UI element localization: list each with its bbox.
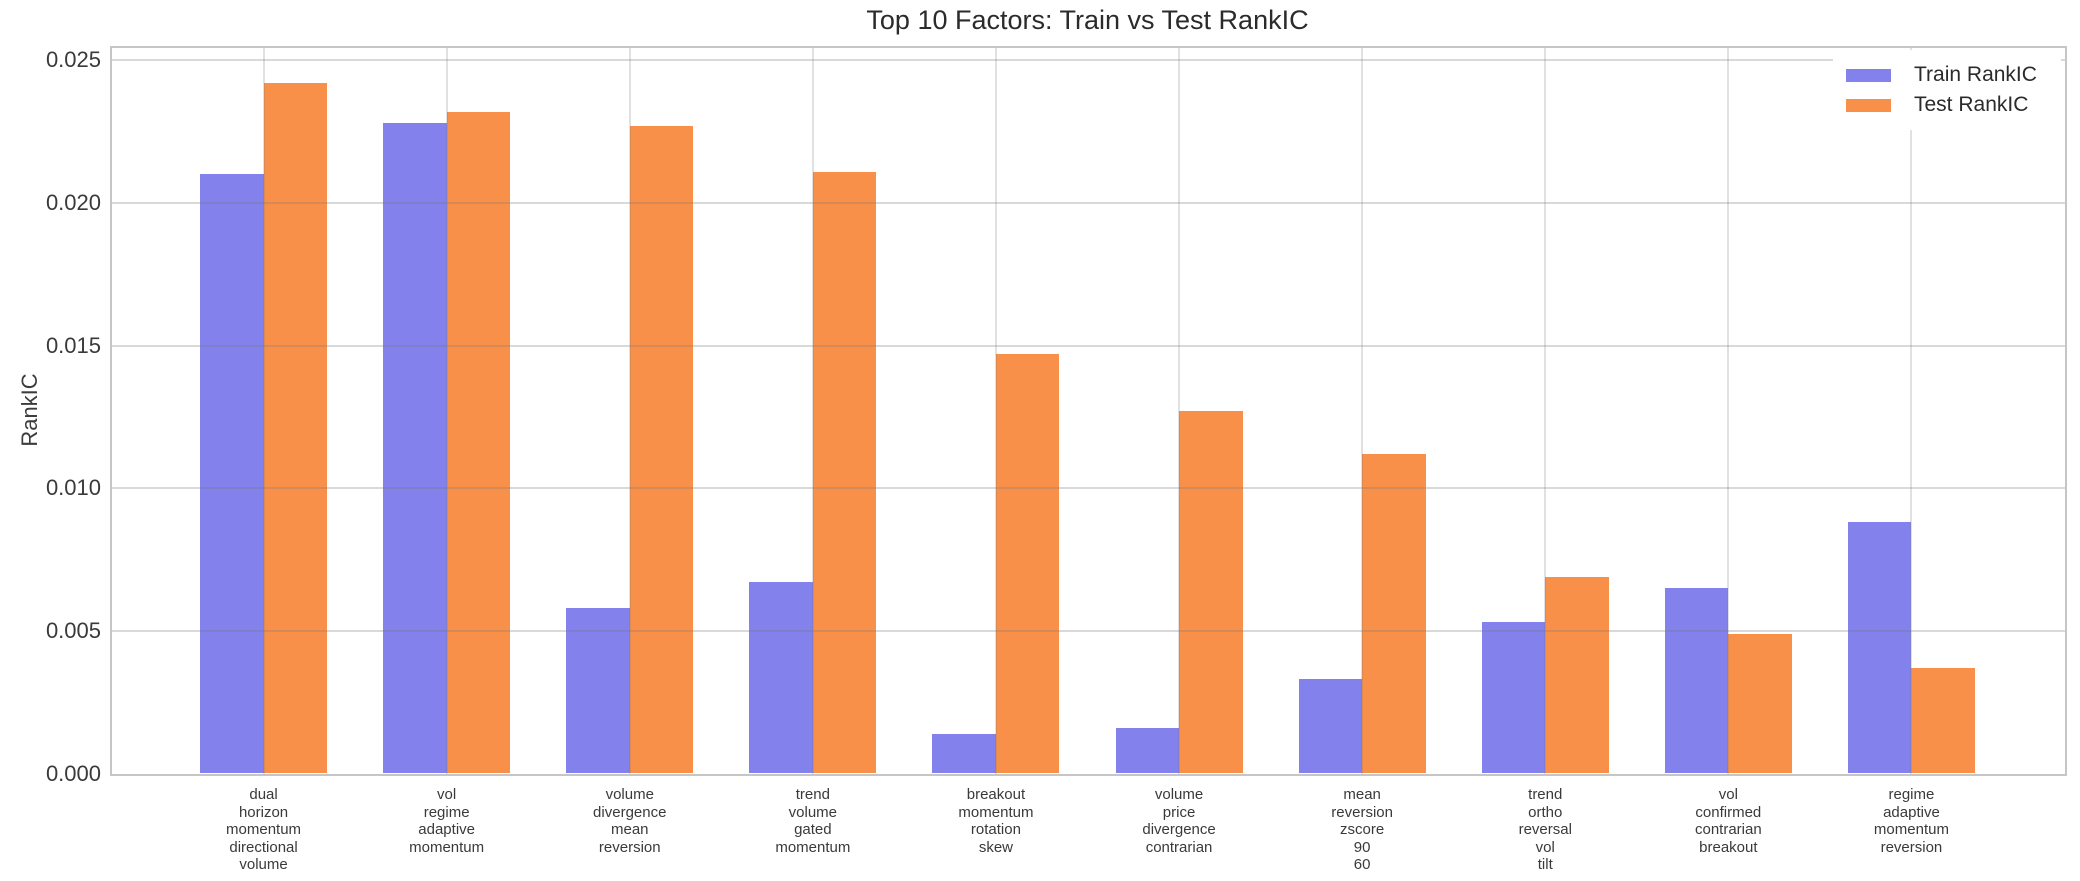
bar-train [1298,679,1363,774]
x-tick-line: reversion [1880,838,1943,856]
legend: Train RankIC Test RankIC [1833,50,2061,130]
bar-test [1545,576,1609,774]
x-tick-label: trend ortho reversal vol tilt [1519,786,1572,874]
bar-train [749,582,813,774]
bar-test [995,354,1060,774]
x-tick-line: skew [978,838,1014,856]
x-tick-line: trend [1528,786,1563,803]
x-tick-line: adaptive [1883,803,1940,821]
y-tick-label: 0.005 [45,617,101,643]
x-tick-line: regime [1888,786,1935,803]
x-tick-line: confirmed [1695,803,1762,821]
x-tick-line: price [1162,803,1196,821]
x-tick-line: tilt [1537,856,1553,873]
spine-top [110,46,2067,48]
bar-test [1911,667,1975,774]
bar-train [566,608,630,774]
test-color-swatch [1846,98,1891,112]
bar-test [812,171,877,774]
x-tick-line: dual [249,786,278,803]
y-tick-label: 0.010 [45,475,101,501]
bar-test [629,125,694,774]
x-tick-line: reversal [1518,821,1572,838]
x-tick-line: momentum [226,821,302,838]
bar-train [1115,727,1180,774]
bar-train [1847,522,1912,774]
x-tick-line: horizon [238,803,289,821]
x-tick-line: reversion [1331,803,1393,821]
bar-test [1362,453,1426,774]
x-tick-label: vol regime adaptive momentum [409,786,484,856]
spine-bottom [110,773,2067,776]
legend-item-test: Test RankIC [1846,90,2061,120]
bar-test [1728,633,1792,774]
x-tick-line: regime [423,803,470,821]
x-tick-line: mean [1343,786,1381,803]
bar-test [446,111,511,774]
x-tick-line: breakout [966,786,1026,803]
bar-train [200,174,264,774]
legend-label-test: Test RankIC [1914,93,2029,116]
bar-train [1664,588,1729,774]
x-tick-label: regime adaptive momentum reversion [1874,786,1949,856]
x-tick-line: contrarian [1145,838,1213,856]
bar-train [1481,622,1546,774]
x-tick-label: vol confirmed contrarian breakout [1695,786,1762,856]
x-tick-label: trend volume gated momentum [775,786,850,856]
x-tick-line: momentum [1873,821,1949,838]
bar-test [1179,411,1243,774]
x-tick-line: zscore [1340,821,1385,838]
x-tick-label: volume divergence mean reversion [593,786,666,856]
x-tick-line: vol [1535,838,1555,856]
bar-train [932,733,996,774]
x-tick-line: ortho [1528,803,1563,821]
x-tick-line: divergence [593,803,667,821]
x-tick-line: momentum [775,838,851,856]
y-tick-label: 0.000 [45,760,101,786]
bar-test [263,83,328,774]
x-tick-line: momentum [409,838,485,856]
x-tick-label: breakout momentum rotation skew [958,786,1033,856]
y-tick-label: 0.020 [45,189,101,215]
x-tick-line: adaptive [418,821,475,838]
x-tick-line: vol [1718,786,1738,803]
spine-left [110,46,112,776]
x-tick-line: volume [239,856,288,873]
x-tick-line: directional [229,838,298,856]
x-tick-line: contrarian [1694,821,1762,838]
legend-label-train: Train RankIC [1914,63,2037,86]
x-tick-line: 60 [1353,856,1371,873]
y-tick-label: 0.025 [45,47,101,73]
chart-title: Top 10 Factors: Train vs Test RankIC [866,5,1309,35]
y-tick-label: 0.015 [45,332,101,358]
spine-right [2065,46,2067,776]
x-tick-line: reversion [598,838,661,856]
train-color-swatch [1846,68,1891,82]
x-tick-line: volume [1154,786,1204,803]
bar-train [383,123,447,774]
x-tick-line: volume [605,786,654,803]
x-tick-label: dual horizon momentum directional volume [226,786,301,874]
x-tick-line: rotation [970,821,1021,838]
x-tick-line: 90 [1353,838,1371,856]
x-tick-line: mean [610,821,649,838]
x-tick-line: volume [788,803,838,821]
x-tick-line: vol [437,786,457,803]
legend-item-train: Train RankIC [1846,60,2061,90]
x-tick-line: breakout [1699,838,1758,856]
x-tick-line: trend [795,786,830,803]
x-tick-line: momentum [958,803,1034,821]
x-tick-line: gated [794,821,832,838]
x-tick-label: mean reversion zscore 90 60 [1331,786,1393,874]
h-gridline [110,59,2065,62]
x-tick-label: volume price divergence contrarian [1142,786,1215,856]
x-tick-line: divergence [1142,821,1216,838]
